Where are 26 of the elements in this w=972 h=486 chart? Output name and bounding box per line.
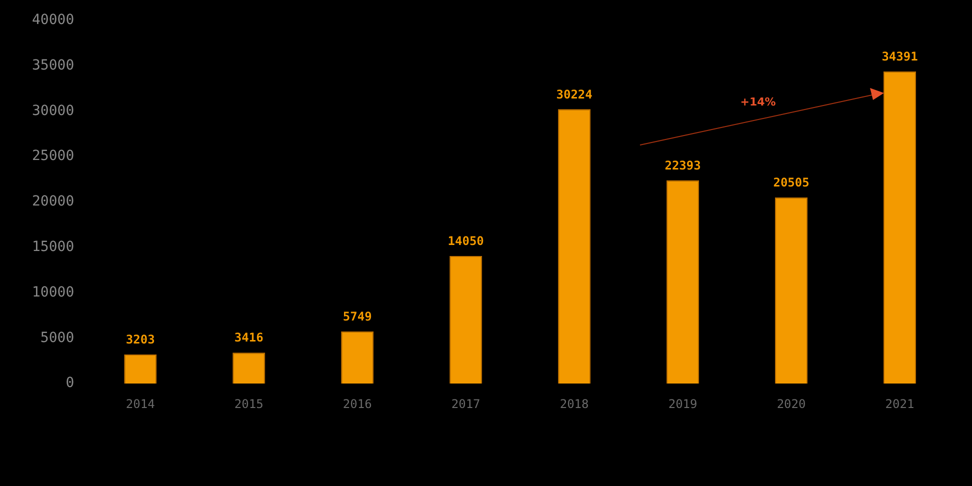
data-label: 20505 [773, 176, 810, 190]
x-tick-label: 2014 [126, 396, 155, 411]
y-tick-label: 5000 [40, 330, 74, 346]
data-label: 3416 [234, 330, 264, 345]
data-label: 3203 [126, 332, 155, 347]
y-tick-label: 35000 [32, 57, 74, 74]
y-tick-label: 20000 [32, 194, 74, 210]
x-tick-label: 2021 [885, 396, 914, 411]
x-tick-label: 2020 [776, 396, 806, 411]
y-tick-label: 30000 [32, 102, 74, 119]
x-tick-label: 2016 [342, 396, 372, 411]
data-label: 5749 [342, 310, 372, 324]
x-tick-label: 2018 [560, 396, 589, 411]
y-tick-label: 15000 [32, 239, 74, 256]
x-tick-label: 2017 [451, 396, 480, 411]
x-tick-label: 2015 [234, 396, 264, 411]
y-tick-label: 0 [66, 375, 74, 392]
annotation: +14% [740, 95, 776, 108]
data-label: 14050 [448, 234, 484, 248]
data-label: 30224 [556, 87, 592, 102]
y-tick-label: 25000 [32, 148, 74, 164]
y-tick-label: 40000 [32, 12, 74, 28]
data-label: 34391 [882, 49, 918, 64]
data-label: 22393 [664, 158, 701, 172]
x-tick-label: 2019 [668, 396, 698, 411]
y-tick-label: 10000 [32, 284, 74, 300]
